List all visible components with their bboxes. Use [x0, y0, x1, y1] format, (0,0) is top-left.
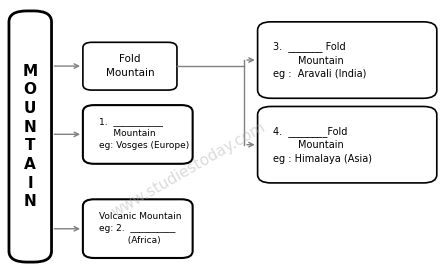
- Text: 4.  ________Fold
        Mountain
eg : Himalaya (Asia): 4. ________Fold Mountain eg : Himalaya (…: [273, 126, 372, 164]
- FancyBboxPatch shape: [9, 11, 52, 262]
- FancyBboxPatch shape: [83, 42, 177, 90]
- Text: www.studiestoday.com: www.studiestoday.com: [108, 119, 268, 219]
- Text: Volcanic Mountain
eg: 2.  __________
          (Africa): Volcanic Mountain eg: 2. __________ (Afr…: [99, 212, 181, 245]
- FancyBboxPatch shape: [258, 106, 437, 183]
- FancyBboxPatch shape: [258, 22, 437, 98]
- Text: Fold
Mountain: Fold Mountain: [106, 55, 154, 78]
- FancyBboxPatch shape: [83, 199, 193, 258]
- FancyBboxPatch shape: [83, 105, 193, 164]
- Text: 1.  ___________
     Mountain
eg: Vosges (Europe): 1. ___________ Mountain eg: Vosges (Euro…: [99, 117, 189, 150]
- Text: M
O
U
N
T
A
I
N: M O U N T A I N: [23, 64, 38, 209]
- Text: 3.  _______ Fold
        Mountain
eg :  Aravali (India): 3. _______ Fold Mountain eg : Aravali (I…: [273, 41, 366, 79]
